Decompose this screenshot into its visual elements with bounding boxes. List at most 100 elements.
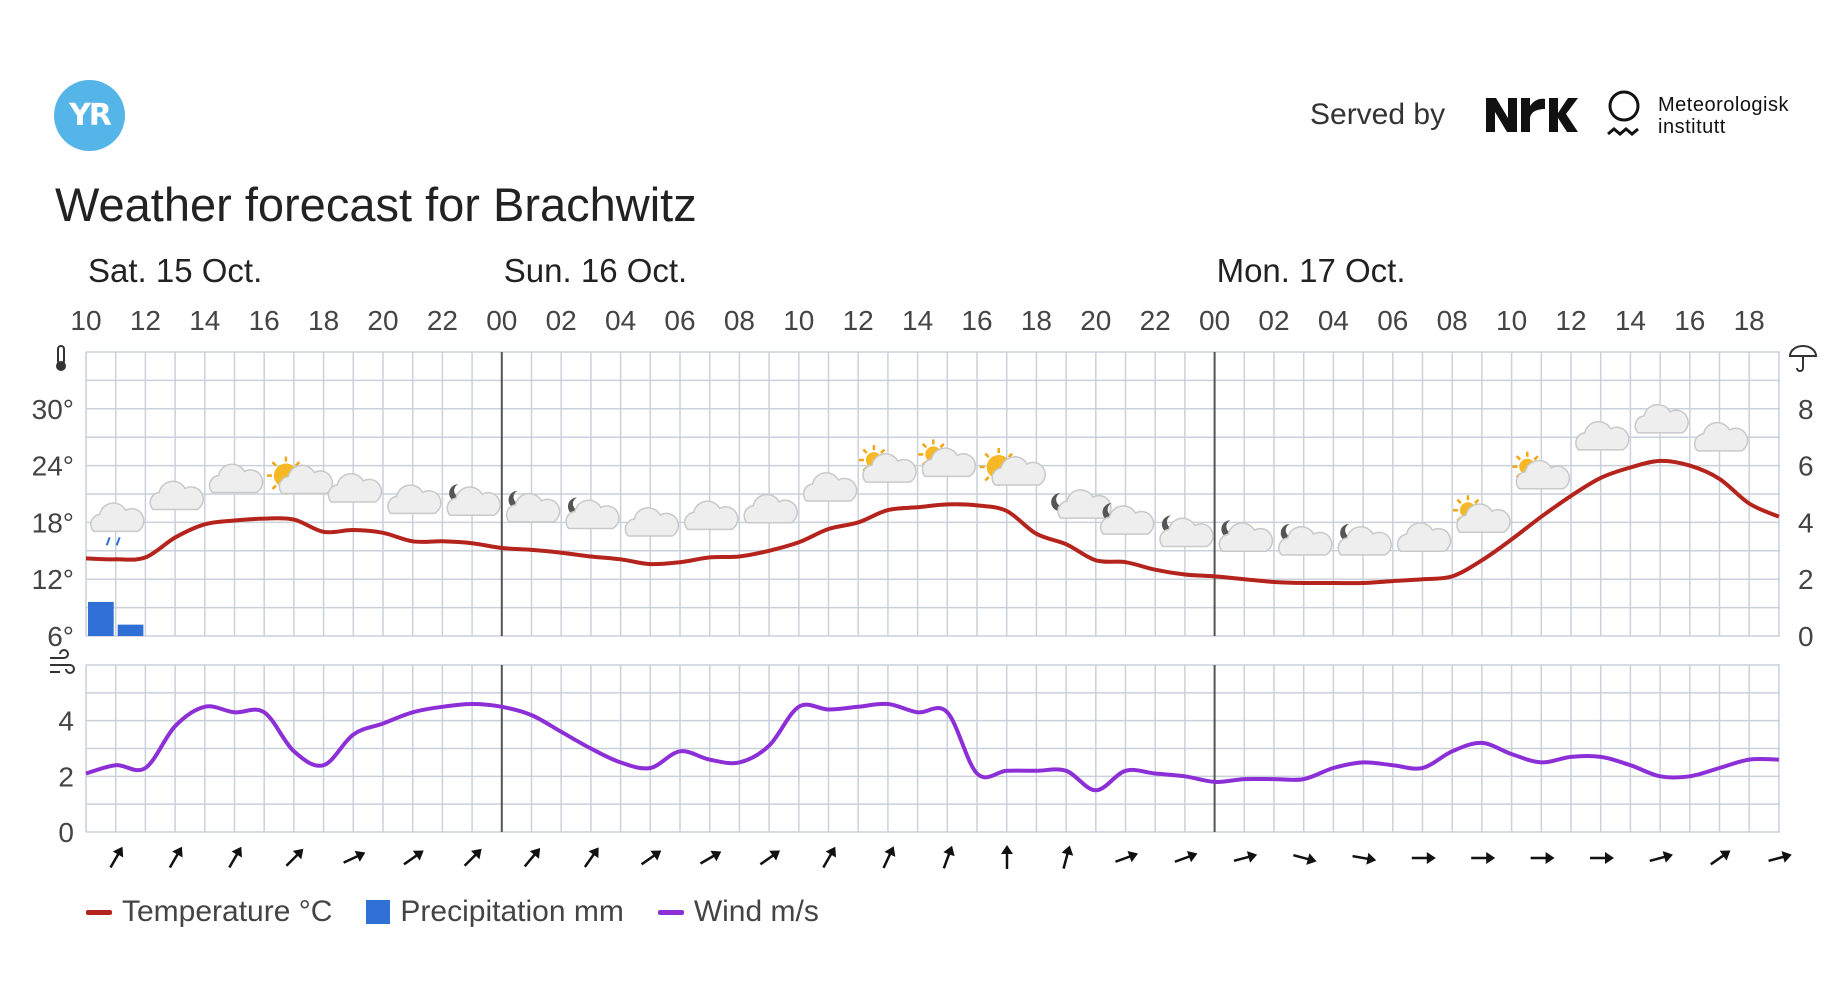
hour-tick-label: 22 <box>1140 305 1171 336</box>
sun-ray <box>1474 498 1480 505</box>
wind-arrow-head <box>172 846 183 858</box>
wind-arrow-head <box>1605 852 1614 864</box>
wind-arrow-head <box>943 845 955 857</box>
wind-arrow-head <box>112 846 124 858</box>
weather-icon-cloud <box>1575 420 1630 451</box>
wind-icon <box>50 649 75 674</box>
weather-icon-night-cloud <box>1159 515 1214 548</box>
cloud-shape <box>624 507 680 537</box>
weather-icon-cloud <box>1396 522 1452 552</box>
wind-arrow-head <box>292 848 304 860</box>
served-by-label: Served by <box>1310 98 1446 131</box>
wind-arrow-head <box>825 846 836 858</box>
cloud-shape <box>446 486 501 516</box>
wind-direction-arrow <box>1174 850 1198 863</box>
hour-tick-label: 16 <box>1674 305 1705 336</box>
hour-tick-label: 12 <box>843 305 874 336</box>
met-logo-group[interactable]: Meteorologisk institutt <box>1604 90 1789 142</box>
hour-tick-label: 08 <box>1437 305 1468 336</box>
weather-icon-partly-sunny-cloud <box>1452 495 1511 534</box>
wind-direction-arrow <box>942 845 955 869</box>
cloud-shape <box>387 484 442 515</box>
wind-arrow-head <box>1001 845 1013 854</box>
hour-tick-label: 18 <box>308 305 339 336</box>
yr-logo-text: YR <box>69 98 112 133</box>
wind-arrow-head <box>1306 853 1317 865</box>
sun-ray <box>984 452 990 459</box>
weather-icon-cloud <box>149 480 204 511</box>
sun-ray <box>880 448 886 454</box>
wind-direction-arrow <box>699 850 722 865</box>
wind-arrow-head <box>1061 845 1074 856</box>
thermometer-icon <box>56 345 66 371</box>
hour-tick-label: 10 <box>783 305 814 336</box>
cloud-shape <box>90 502 145 533</box>
rain-drop <box>115 536 121 546</box>
precipitation-tick-label: 4 <box>1798 507 1814 538</box>
hour-tick-label: 10 <box>1496 305 1527 336</box>
weather-icon-partly-sunny <box>266 456 334 495</box>
wind-direction-arrow <box>523 848 541 868</box>
umbrella-icon-handle <box>1796 356 1804 372</box>
wind-direction-arrow <box>1352 852 1377 865</box>
hour-tick-label: 20 <box>367 305 398 336</box>
weather-icon-partly-sunny-cloud <box>858 445 917 483</box>
sun-ray <box>1456 498 1462 505</box>
precipitation-tick-label: 2 <box>1798 564 1814 595</box>
wind-direction-arrow <box>228 846 242 869</box>
wind-direction-arrow <box>343 850 366 864</box>
weather-icon-night-cloud <box>446 484 501 516</box>
sun-ray <box>1533 455 1539 461</box>
umbrella-icon-canopy <box>1788 345 1818 357</box>
wind-tick-label: 2 <box>58 761 74 792</box>
hour-tick-label: 18 <box>1734 305 1765 336</box>
met-logo <box>1607 90 1640 136</box>
cloud-shape <box>684 500 739 531</box>
wind-direction-arrow <box>1471 852 1496 864</box>
sun-ray <box>271 484 277 490</box>
wind-direction-arrow <box>1411 852 1436 864</box>
nrk-logo[interactable] <box>1486 96 1578 134</box>
cloud-shape <box>1515 459 1571 490</box>
wind-arrow-head <box>1486 852 1496 864</box>
temperature-tick-label: 30° <box>32 394 74 425</box>
hour-tick-label: 14 <box>189 305 220 336</box>
cloud-shape <box>1456 503 1511 534</box>
cloud-shape <box>921 447 977 478</box>
wind-direction-arrow <box>882 846 896 869</box>
wind-direction-arrow <box>1530 852 1555 864</box>
weather-icon-cloud <box>1634 403 1689 434</box>
hour-tick-label: 00 <box>486 305 517 336</box>
met-name-line2: institutt <box>1658 116 1726 138</box>
wind-direction-arrow <box>822 846 836 869</box>
wind-arrow-head <box>231 846 242 858</box>
cloud-shape <box>1337 525 1392 556</box>
wind-tick-label: 0 <box>58 817 74 848</box>
precipitation-tick-label: 6 <box>1798 451 1814 482</box>
sun-ray <box>939 442 945 449</box>
temperature-tick-label: 12° <box>32 564 74 595</box>
cloud-shape <box>1218 522 1274 552</box>
wind-arrow-head <box>1781 851 1792 863</box>
wind-icon-lines <box>50 649 75 674</box>
wind-direction-arrow <box>759 850 781 866</box>
met-name-line1: Meteorologisk <box>1658 94 1790 116</box>
wind-arrow-head <box>1662 851 1673 863</box>
thermometer-icon-bulb <box>56 361 66 371</box>
wind-direction-arrow <box>285 848 304 867</box>
yr-logo[interactable]: YR <box>54 80 125 151</box>
wind-arrow-head <box>650 850 662 861</box>
cloud-shape <box>802 472 858 502</box>
cloud-shape <box>1057 489 1112 519</box>
wind-direction-arrow <box>1293 853 1317 865</box>
legend-label-wind: Wind m/s <box>693 895 819 928</box>
day-label: Sun. 16 Oct. <box>504 252 687 289</box>
precipitation-bar <box>117 624 144 636</box>
wind-arrow-head <box>710 850 722 862</box>
weather-icon-night-fair <box>1051 489 1112 519</box>
wind-direction-arrow <box>583 847 599 868</box>
legend-swatch-precipitation <box>366 900 391 924</box>
wind-arrow-head <box>1246 851 1258 863</box>
cloud-shape <box>1693 421 1749 452</box>
hour-tick-label: 02 <box>1258 305 1289 336</box>
